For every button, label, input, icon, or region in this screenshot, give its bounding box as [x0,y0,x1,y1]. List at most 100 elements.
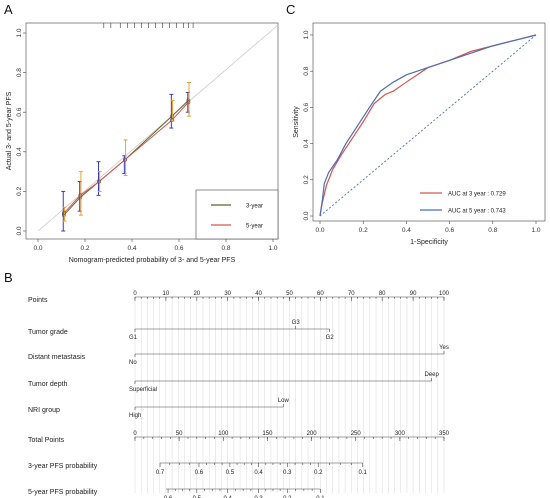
y-tick-label: 0.2 [16,187,23,196]
tick-label: 350 [439,431,450,437]
data-point [170,114,174,119]
data-point [170,118,174,123]
legend-label: AUC at 3 year : 0.729 [448,192,506,198]
y-tick-label: 0.6 [16,107,23,116]
tick-label: 0.3 [283,470,292,476]
tick-label: 0.4 [254,470,263,476]
data-point [123,157,127,162]
tick-label: 0.3 [254,496,263,498]
data-point [61,213,66,218]
data-point [186,100,191,105]
y-tick-label: 0.6 [303,103,310,112]
plot-frame [312,22,546,222]
tick-label: 250 [351,431,362,437]
reference-line [37,24,279,232]
tick-label: 0.5 [193,496,202,498]
tick-label: 0.7 [156,470,165,476]
roc-plot: 0.0 0.2 0.4 0.6 0.8 1.0 0.0 0.2 0.4 0.6 0.8 1.0 1-Sp… [293,22,546,246]
row-label: Total Points [28,437,65,444]
y-tick-label: 0.8 [303,66,310,75]
tick-label: 0 [133,291,137,297]
tick-label: 50 [286,291,293,297]
tick-label: 30 [224,291,231,297]
tick-label: 0.4 [224,496,233,498]
x-tick-label: 0.8 [488,227,497,234]
level-label: No [129,360,137,366]
tick-label: 0.6 [164,496,173,498]
tick-label: 150 [262,431,273,437]
tick-label: 200 [307,431,318,437]
nomogram: Points 0 10 20 30 40 50 60 70 80 90 100 Tumor grade G… [28,291,450,498]
tick-label: 10 [163,291,170,297]
row-label: Points [28,297,48,304]
level-label: G3 [292,320,301,326]
y-tick-label: 0.0 [303,211,310,220]
tick-label: 0 [133,431,137,437]
legend-label: 3-year [246,204,263,210]
tick-label: 300 [395,431,406,437]
row-label: Tumor grade [28,329,68,336]
x-tick-label: 0.4 [402,227,411,234]
row-label: Tumor depth [28,381,68,388]
y-tick-label: 0.0 [16,226,23,235]
legend-label: AUC at 5 year : 0.743 [448,209,506,215]
row-label: Distant metastasis [28,354,86,361]
roc-curve [319,34,537,217]
tick-label: 0.2 [314,470,323,476]
x-tick-label: 0.2 [359,227,368,234]
y-axis-label: Sensitivity [293,106,300,138]
y-tick-label: 0.4 [303,139,310,148]
tick-label: 60 [317,291,324,297]
data-point [97,179,102,184]
tick-label: 80 [379,291,386,297]
data-point [61,211,66,216]
x-axis-label: Nomogram-predicted probability of 3- and… [69,257,236,264]
x-tick-label: 0.0 [33,245,42,252]
legend-label: 5-year [246,224,263,230]
legend-box [195,189,279,240]
row-label: NRI group [28,407,60,414]
tick-label: 0.2 [283,496,292,498]
tick-label: 70 [348,291,355,297]
level-label: Low [278,398,290,404]
level-label: G1 [129,335,138,341]
data-point [78,193,83,198]
x-tick-label: 0.0 [315,227,324,234]
tick-label: 100 [439,291,450,297]
tick-label: 0.5 [226,470,235,476]
tick-label: 40 [255,291,262,297]
row-label: 3-year PFS probability [28,463,98,470]
data-point [186,98,191,103]
y-axis-label: Actual 3- and 5-year PFS [6,91,13,170]
chance-diagonal [319,34,537,217]
tick-label: 0.1 [316,496,325,498]
tick-label: 100 [218,431,229,437]
level-label: Yes [439,345,449,351]
panel-label-b: B [4,270,13,285]
level-label: Deep [424,372,439,378]
tick-label: 0.6 [195,470,204,476]
x-tick-label: 1.0 [268,245,277,252]
x-tick-label: 0.4 [127,245,136,252]
tick-label: 0.1 [359,470,368,476]
x-tick-label: 0.6 [174,245,183,252]
y-tick-label: 1.0 [16,28,23,37]
tick-label: 90 [410,291,417,297]
y-tick-label: 0.8 [16,68,23,77]
y-tick-label: 0.2 [303,175,310,184]
tick-label: 20 [193,291,200,297]
calibration-plot: 0.0 0.2 0.4 0.6 0.8 1.0 0.0 0.2 0.4 0.6 0.8 1.0 Nomo… [6,22,279,264]
tick-label: 50 [176,431,183,437]
plot-frame [25,22,279,240]
x-tick-label: 1.0 [531,227,540,234]
level-label: G2 [326,335,335,341]
y-tick-label: 0.4 [16,147,23,156]
panel-label-c: C [286,2,295,17]
x-tick-label: 0.8 [221,245,230,252]
level-label: High [129,413,141,419]
level-label: Superficial [129,387,157,393]
panel-label-a: A [4,2,13,17]
roc-curve [319,34,537,217]
x-axis-label: 1-Specificity [410,239,448,246]
